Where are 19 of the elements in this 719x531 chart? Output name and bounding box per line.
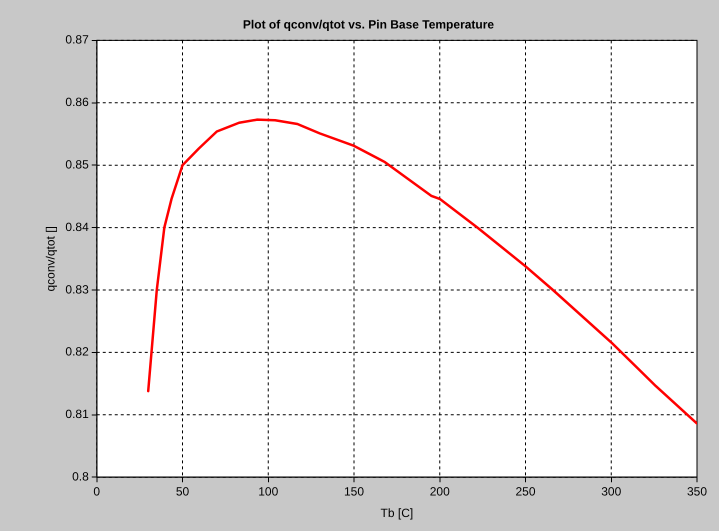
x-axis-title: Tb [C] — [380, 506, 414, 520]
x-tick-label: 200 — [430, 484, 450, 499]
x-tick-label: 0 — [93, 484, 100, 499]
y-axis-title: qconv/qtot [] — [44, 226, 58, 292]
x-tick-label: 350 — [686, 484, 708, 499]
x-tick-label: 100 — [258, 484, 279, 499]
y-tick-label: 0.82 — [65, 344, 90, 359]
y-tick-label: 0.84 — [65, 220, 90, 234]
x-tick-label: 250 — [515, 484, 536, 499]
x-tick-label: 150 — [344, 484, 364, 499]
y-tick-label: 0.83 — [65, 282, 90, 296]
x-tick-label: 300 — [601, 484, 622, 499]
y-tick-label: 0.8 — [72, 470, 90, 484]
y-tick-label: 0.85 — [65, 158, 90, 172]
y-tick-label: 0.87 — [65, 32, 90, 47]
y-tick-label: 0.86 — [65, 95, 90, 110]
x-tick-label: 50 — [176, 484, 190, 499]
y-tick-label: 0.81 — [65, 407, 90, 422]
chart-title: Plot of qconv/qtot vs. Pin Base Temperature — [242, 18, 494, 32]
